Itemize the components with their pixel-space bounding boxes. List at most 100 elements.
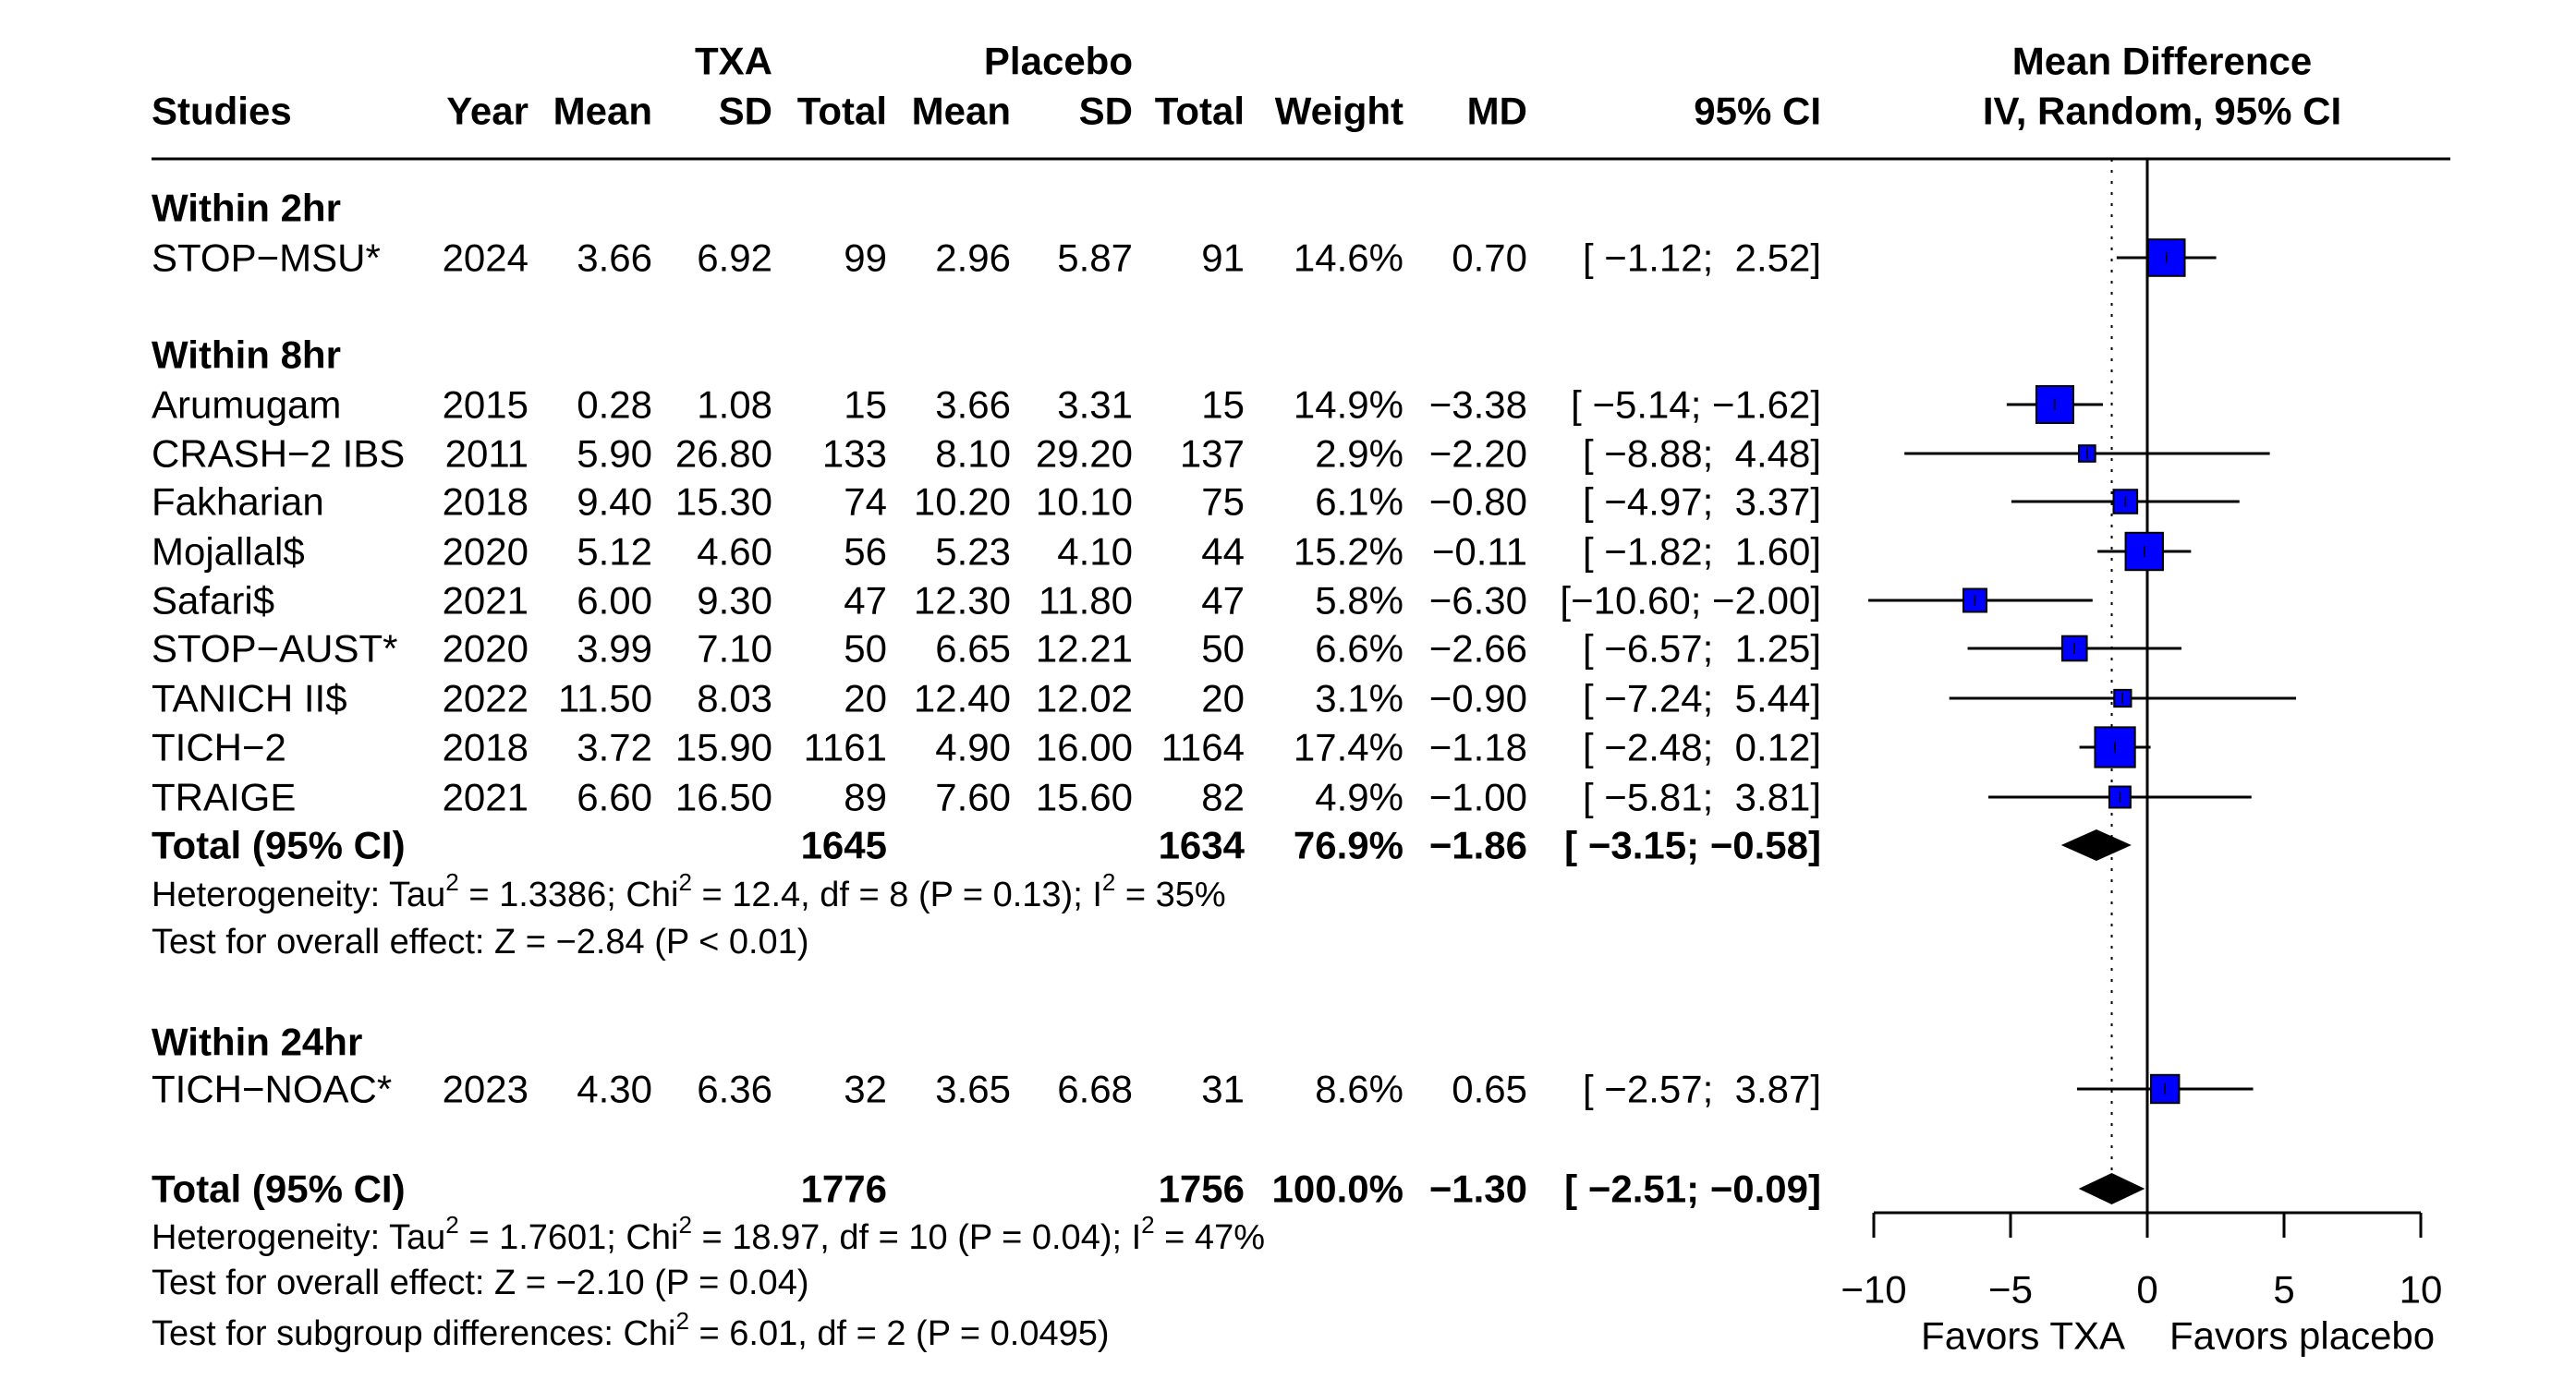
study-pl-total: 20	[1201, 677, 1245, 720]
study-ci: [ −1.12; 2.52]	[1583, 236, 1821, 280]
study-md: −3.38	[1429, 383, 1527, 427]
study-txa-mean: 6.00	[577, 579, 652, 623]
pooled-diamond	[2078, 1173, 2145, 1204]
study-year: 2020	[443, 627, 529, 671]
study-ci: [ −2.57; 3.87]	[1583, 1068, 1821, 1111]
superscript: 2	[445, 1211, 458, 1239]
study-pl-total: 1164	[1161, 726, 1245, 769]
study-md: −2.66	[1429, 627, 1527, 671]
study-txa-mean: 11.50	[558, 677, 652, 720]
total-label: Total (95% CI)	[152, 824, 406, 867]
study-pl-sd: 16.00	[1036, 726, 1133, 769]
superscript: 2	[678, 1211, 691, 1239]
subgroup-heading: Within 24hr	[152, 1021, 362, 1064]
favors-placebo-label: Favors placebo	[2169, 1314, 2435, 1358]
study-txa-sd: 26.80	[675, 432, 772, 476]
study-pl-mean: 7.60	[935, 776, 1011, 819]
study-name: STOP−AUST*	[152, 627, 397, 671]
study-name: TANICH II$	[152, 677, 347, 720]
text-segment: Heterogeneity: Tau	[152, 1218, 445, 1257]
study-txa-mean: 3.66	[577, 236, 652, 280]
study-pl-sd: 12.02	[1036, 677, 1133, 720]
txa-header: TXA	[695, 40, 772, 83]
study-pl-mean: 3.65	[935, 1068, 1011, 1111]
study-ci: [ −5.14; −1.62]	[1571, 383, 1821, 427]
study-weight: 4.9%	[1315, 776, 1403, 819]
study-ci: [ −6.57; 1.25]	[1583, 627, 1821, 671]
study-pl-total: 91	[1201, 236, 1245, 280]
total-txa-n: 1645	[801, 824, 887, 867]
md-title: Mean Difference	[2012, 40, 2312, 83]
study-txa-total: 56	[844, 530, 887, 574]
total-placebo-n: 1634	[1159, 824, 1245, 867]
study-pl-total: 31	[1201, 1068, 1245, 1111]
study-weight-box	[2094, 726, 2136, 768]
study-name: CRASH−2 IBS	[152, 432, 405, 476]
study-md: −0.90	[1429, 677, 1527, 720]
study-pl-mean: 8.10	[935, 432, 1011, 476]
superscript: 2	[678, 868, 691, 896]
superscript: 2	[1102, 868, 1115, 896]
text-segment: Heterogeneity: Tau	[152, 876, 445, 914]
study-txa-sd: 4.60	[697, 530, 772, 574]
study-pl-mean: 2.96	[935, 236, 1011, 280]
superscript: 2	[445, 868, 458, 896]
study-year: 2011	[445, 432, 529, 476]
text-segment: = 1.7601; Chi	[459, 1218, 679, 1257]
study-txa-sd: 16.50	[675, 776, 772, 819]
study-md: 0.70	[1452, 236, 1527, 280]
study-txa-total: 15	[844, 383, 887, 427]
total-placebo-n: 1756	[1159, 1167, 1245, 1211]
study-year: 2015	[443, 383, 529, 427]
study-weight: 8.6%	[1315, 1068, 1403, 1111]
study-md: −1.00	[1429, 776, 1527, 819]
column-header-md: MD	[1467, 90, 1527, 133]
study-txa-sd: 8.03	[697, 677, 772, 720]
subgroup-heading: Within 2hr	[152, 187, 341, 230]
study-ci: [ −5.81; 3.81]	[1583, 776, 1821, 819]
total-weight: 100.0%	[1272, 1167, 1403, 1211]
text-segment: Test for subgroup differences: Chi	[152, 1314, 676, 1353]
study-txa-sd: 7.10	[697, 627, 772, 671]
study-weight: 17.4%	[1294, 726, 1403, 769]
study-txa-mean: 5.90	[577, 432, 652, 476]
column-header-mean: Mean	[553, 90, 652, 133]
study-txa-sd: 1.08	[697, 383, 772, 427]
study-txa-total: 133	[822, 432, 887, 476]
study-txa-mean: 4.30	[577, 1068, 652, 1111]
study-txa-mean: 6.60	[577, 776, 652, 819]
study-weight: 6.1%	[1315, 480, 1403, 524]
study-ci: [ −2.48; 0.12]	[1583, 726, 1821, 769]
study-pl-mean: 3.66	[935, 383, 1011, 427]
study-pl-total: 50	[1201, 627, 1245, 671]
study-pl-total: 82	[1201, 776, 1245, 819]
study-year: 2024	[443, 236, 529, 280]
text-segment: = 47%	[1155, 1218, 1265, 1257]
study-pl-mean: 6.65	[935, 627, 1011, 671]
study-name: Mojallal$	[152, 530, 305, 574]
x-tick-label: 0	[2136, 1268, 2157, 1312]
total-txa-n: 1776	[801, 1167, 887, 1211]
pooled-diamond	[2060, 829, 2132, 861]
study-year: 2023	[443, 1068, 529, 1111]
x-tick-label: 10	[2400, 1268, 2443, 1312]
subgroup-heterogeneity: Heterogeneity: Tau2 = 1.3386; Chi2 = 12.…	[152, 868, 1226, 914]
study-txa-total: 89	[844, 776, 887, 819]
study-year: 2022	[443, 677, 529, 720]
study-pl-sd: 5.87	[1057, 236, 1133, 280]
study-txa-sd: 6.92	[697, 236, 772, 280]
study-pl-sd: 15.60	[1036, 776, 1133, 819]
study-ci: [ −4.97; 3.37]	[1583, 480, 1821, 524]
column-header-total: Total	[1155, 90, 1245, 133]
text-segment: = 6.01, df = 2 (P = 0.0495)	[689, 1314, 1110, 1353]
study-weight: 6.6%	[1315, 627, 1403, 671]
study-txa-total: 20	[844, 677, 887, 720]
study-txa-mean: 0.28	[577, 383, 652, 427]
study-year: 2020	[443, 530, 529, 574]
study-year: 2021	[443, 776, 529, 819]
text-segment: = 1.3386; Chi	[459, 876, 679, 914]
study-md: 0.65	[1452, 1068, 1527, 1111]
study-pl-mean: 4.90	[935, 726, 1011, 769]
study-name: Safari$	[152, 579, 274, 623]
